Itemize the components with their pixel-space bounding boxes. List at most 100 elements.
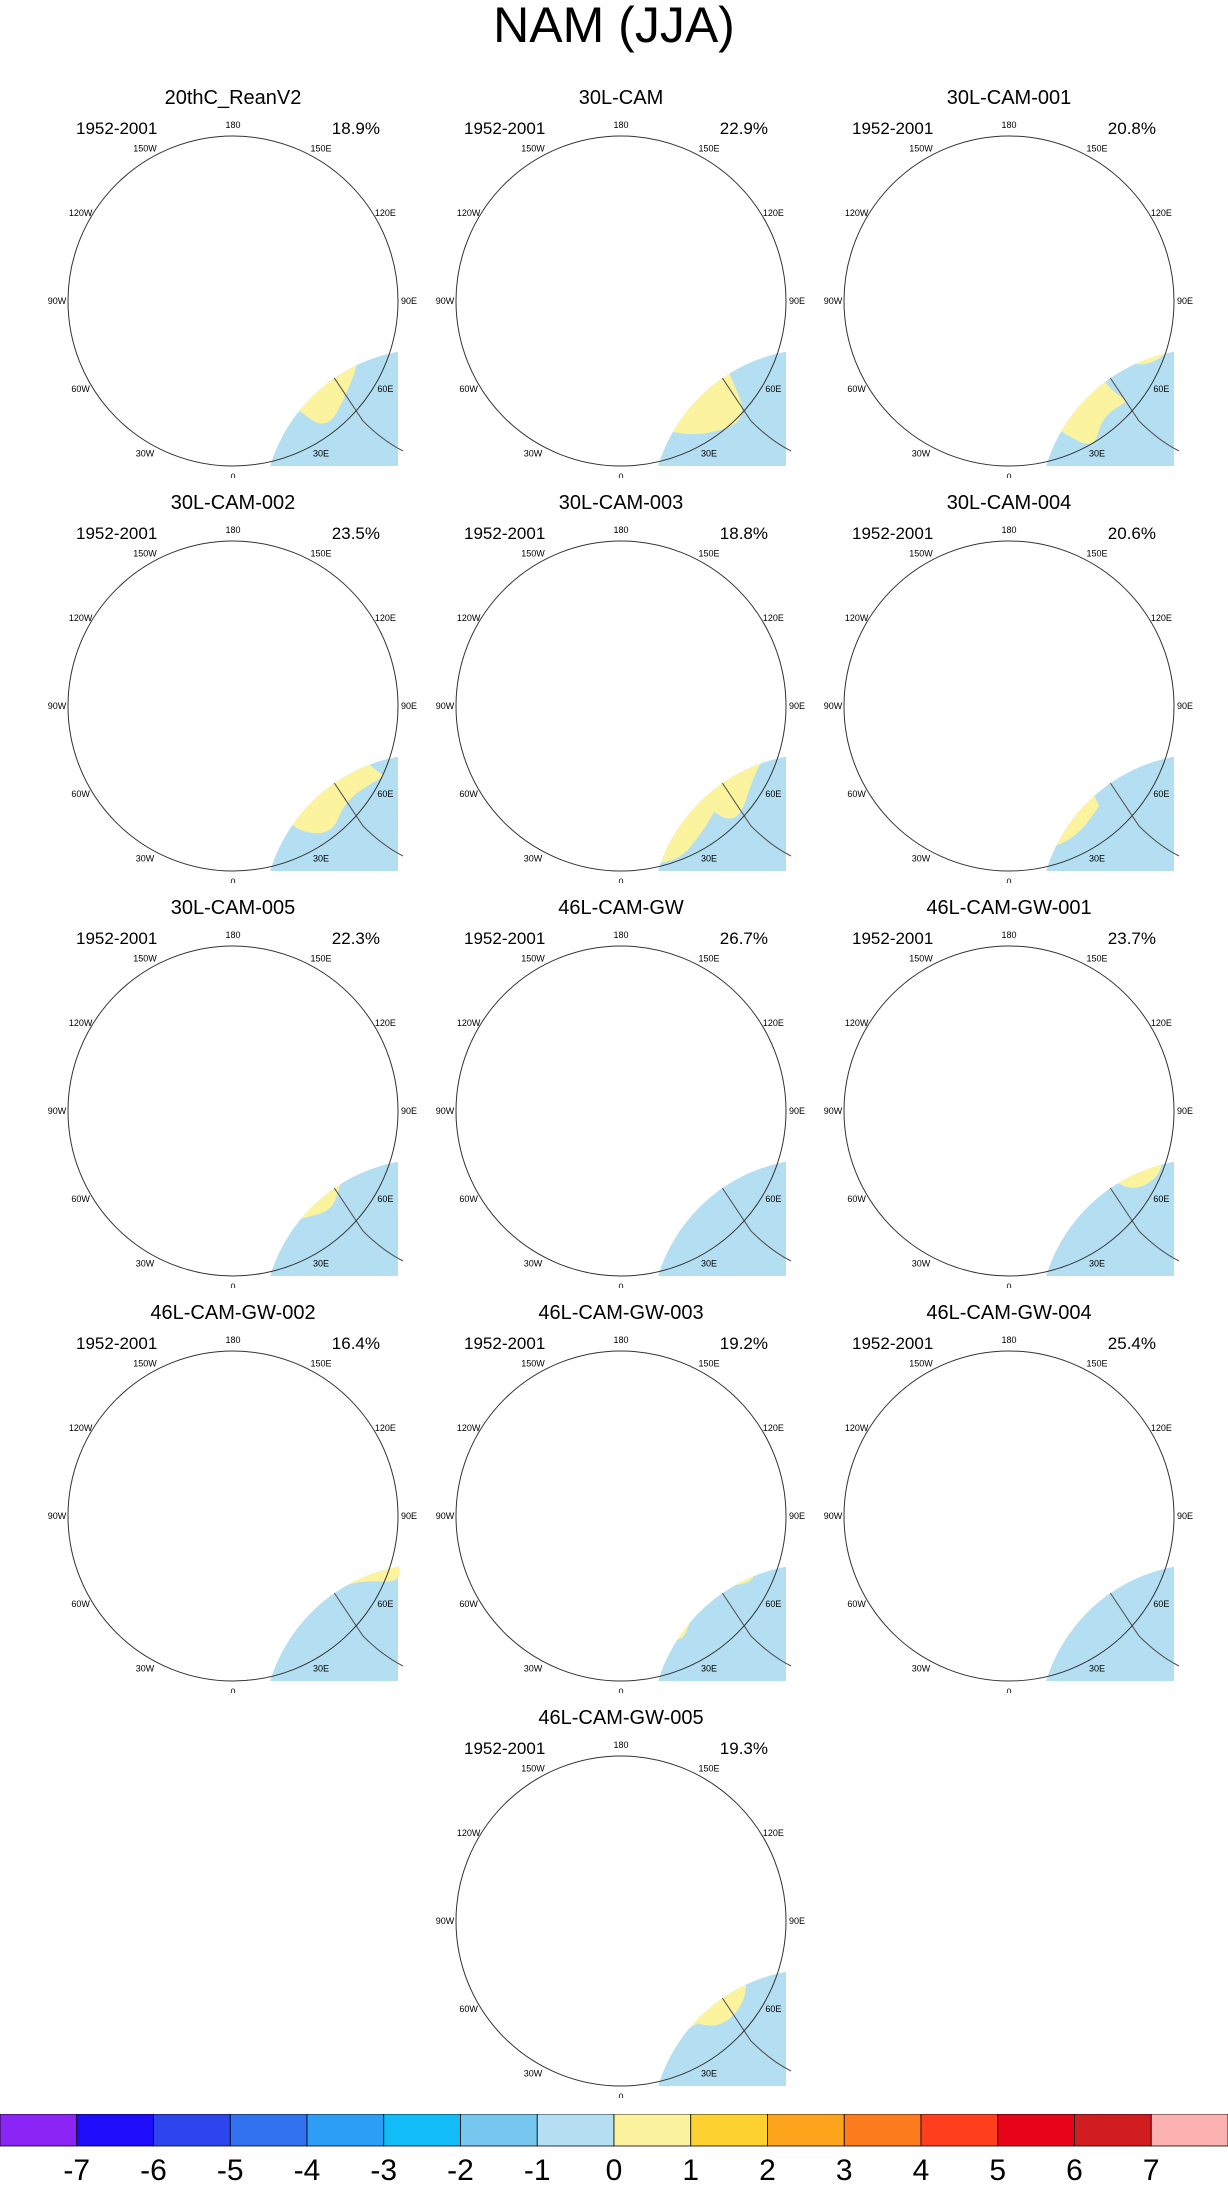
longitude-label: 60E xyxy=(377,789,393,799)
coastlines xyxy=(263,1564,404,1677)
contour-region xyxy=(289,1564,400,1592)
longitude-label: 180 xyxy=(613,1335,628,1345)
longitude-label: 120W xyxy=(69,613,93,623)
colorbar-swatch xyxy=(690,2114,768,2147)
longitude-label: 30E xyxy=(313,448,329,458)
longitude-label: 120W xyxy=(845,613,869,623)
contour-region xyxy=(593,1491,619,1518)
panel-title: 30L-CAM-003 xyxy=(558,492,684,514)
longitude-label: 30E xyxy=(701,853,717,863)
map-panel: 180 150W 150E 120W 120E 90W 90E 60W 60E 30W 30E 0 30… xyxy=(814,493,1204,883)
longitude-label: 90W xyxy=(48,296,67,306)
colorbar: -7 -6 -5 -4 -3 -2 -1 0 1 2 3 4 5 6 7 xyxy=(0,2114,1228,2186)
longitude-label: 150E xyxy=(698,1764,719,1774)
longitude-label: 90W xyxy=(48,1511,67,1521)
panel-variance-percent: 23.7% xyxy=(1107,929,1156,948)
longitude-label: 30E xyxy=(1089,853,1105,863)
longitude-label: 30E xyxy=(701,2068,717,2078)
colorbar-swatch xyxy=(383,2114,461,2147)
panel-variance-percent: 25.4% xyxy=(1107,1334,1156,1353)
longitude-label: 60E xyxy=(377,1194,393,1204)
longitude-label: 0 xyxy=(1006,877,1011,883)
contour-region xyxy=(212,770,237,794)
longitude-label: 0 xyxy=(230,472,235,478)
longitude-label: 30E xyxy=(313,1663,329,1673)
field-background xyxy=(651,1969,786,2086)
longitude-label: 150E xyxy=(1086,144,1107,154)
panel-title: 46L-CAM-GW-001 xyxy=(926,897,1092,919)
polar-map: 180 150W 150E 120W 120E 90W 90E 60W 60E 30W 30E 0 xyxy=(436,930,805,1288)
longitude-label: 180 xyxy=(613,525,628,535)
panel-title: 20thC_ReanV2 xyxy=(164,87,302,109)
longitude-label: 90E xyxy=(401,701,417,711)
longitude-label: 90E xyxy=(789,1511,805,1521)
contour-region xyxy=(160,1445,274,1548)
map-panel: 180 150W 150E 120W 120E 90W 90E 60W 60E 30W 30E 0 30… xyxy=(426,88,816,478)
longitude-label: 150W xyxy=(521,1359,545,1369)
longitude-label: 150E xyxy=(310,1359,331,1369)
coastlines xyxy=(1039,1564,1180,1677)
longitude-label: 150E xyxy=(310,549,331,559)
contour-region xyxy=(952,124,1083,257)
colorbar-label: 4 xyxy=(913,2154,930,2186)
panel-title: 46L-CAM-GW-003 xyxy=(538,1302,704,1324)
longitude-label: 180 xyxy=(1001,930,1016,940)
contour-region xyxy=(605,684,627,707)
map-panel: 180 150W 150E 120W 120E 90W 90E 60W 60E 30W 30E 0 46… xyxy=(814,1303,1204,1693)
polar-map: 180 150W 150E 120W 120E 90W 90E 60W 60E 30W 30E 0 xyxy=(436,1335,805,1693)
longitude-label: 150E xyxy=(310,954,331,964)
colorbar-swatch xyxy=(229,2114,308,2147)
longitude-label: 90E xyxy=(1177,1106,1193,1116)
map-panel: 180 150W 150E 120W 120E 90W 90E 60W 60E 30W 30E 0 46… xyxy=(426,898,816,1288)
longitude-label: 90E xyxy=(789,701,805,711)
contour-region xyxy=(589,282,623,317)
polar-map: 180 150W 150E 120W 120E 90W 90E 60W 60E 30W 30E 0 xyxy=(436,525,805,883)
longitude-label: 60W xyxy=(459,1599,478,1609)
contour-region xyxy=(170,650,271,753)
longitude-label: 30E xyxy=(313,1258,329,1268)
panel-period: 1952-2001 xyxy=(76,1334,158,1353)
longitude-label: 60W xyxy=(847,1599,866,1609)
longitude-label: 30W xyxy=(524,1663,543,1673)
coastlines xyxy=(651,1564,792,1677)
longitude-label: 150W xyxy=(909,144,933,154)
contour-region xyxy=(169,257,239,331)
contour-region xyxy=(586,366,617,395)
longitude-label: 90W xyxy=(48,1106,67,1116)
contour-region xyxy=(651,1564,662,1565)
panel-period: 1952-2001 xyxy=(852,929,934,948)
contour-region xyxy=(611,1097,632,1117)
longitude-label: 0 xyxy=(1006,1282,1011,1288)
longitude-label: 120E xyxy=(763,1828,784,1838)
longitude-label: 180 xyxy=(225,525,240,535)
longitude-label: 60E xyxy=(765,2004,781,2014)
longitude-label: 90E xyxy=(1177,701,1193,711)
panel-period: 1952-2001 xyxy=(852,1334,934,1353)
longitude-label: 150E xyxy=(310,144,331,154)
longitude-label: 90E xyxy=(1177,1511,1193,1521)
polar-map: 180 150W 150E 120W 120E 90W 90E 60W 60E 30W 30E 0 xyxy=(436,120,805,478)
longitude-label: 90E xyxy=(789,1916,805,1926)
panel-title: 46L-CAM-GW-005 xyxy=(538,1707,704,1729)
longitude-label: 90W xyxy=(436,1511,455,1521)
colorbar-label: 1 xyxy=(682,2154,699,2186)
longitude-label: 60W xyxy=(459,384,478,394)
contour-region xyxy=(885,1353,1072,1537)
longitude-label: 60W xyxy=(847,384,866,394)
longitude-label: 0 xyxy=(618,1687,623,1693)
longitude-label: 60E xyxy=(1153,384,1169,394)
longitude-label: 0 xyxy=(230,1282,235,1288)
longitude-label: 120E xyxy=(1151,1018,1172,1028)
panel-variance-percent: 22.3% xyxy=(331,929,380,948)
longitude-label: 90W xyxy=(48,701,67,711)
panel-title: 46L-CAM-GW-004 xyxy=(926,1302,1092,1324)
panel-variance-percent: 23.5% xyxy=(331,524,380,543)
contour-region xyxy=(485,148,685,334)
map-panel: 180 150W 150E 120W 120E 90W 90E 60W 60E 30W 30E 0 46… xyxy=(38,1303,428,1693)
longitude-label: 30W xyxy=(524,1258,543,1268)
field-background xyxy=(1039,1159,1174,1276)
colorbar-label: -6 xyxy=(140,2154,167,2186)
longitude-label: 150W xyxy=(521,144,545,154)
panel-title: 30L-CAM xyxy=(578,87,664,109)
longitude-label: 90W xyxy=(824,701,843,711)
